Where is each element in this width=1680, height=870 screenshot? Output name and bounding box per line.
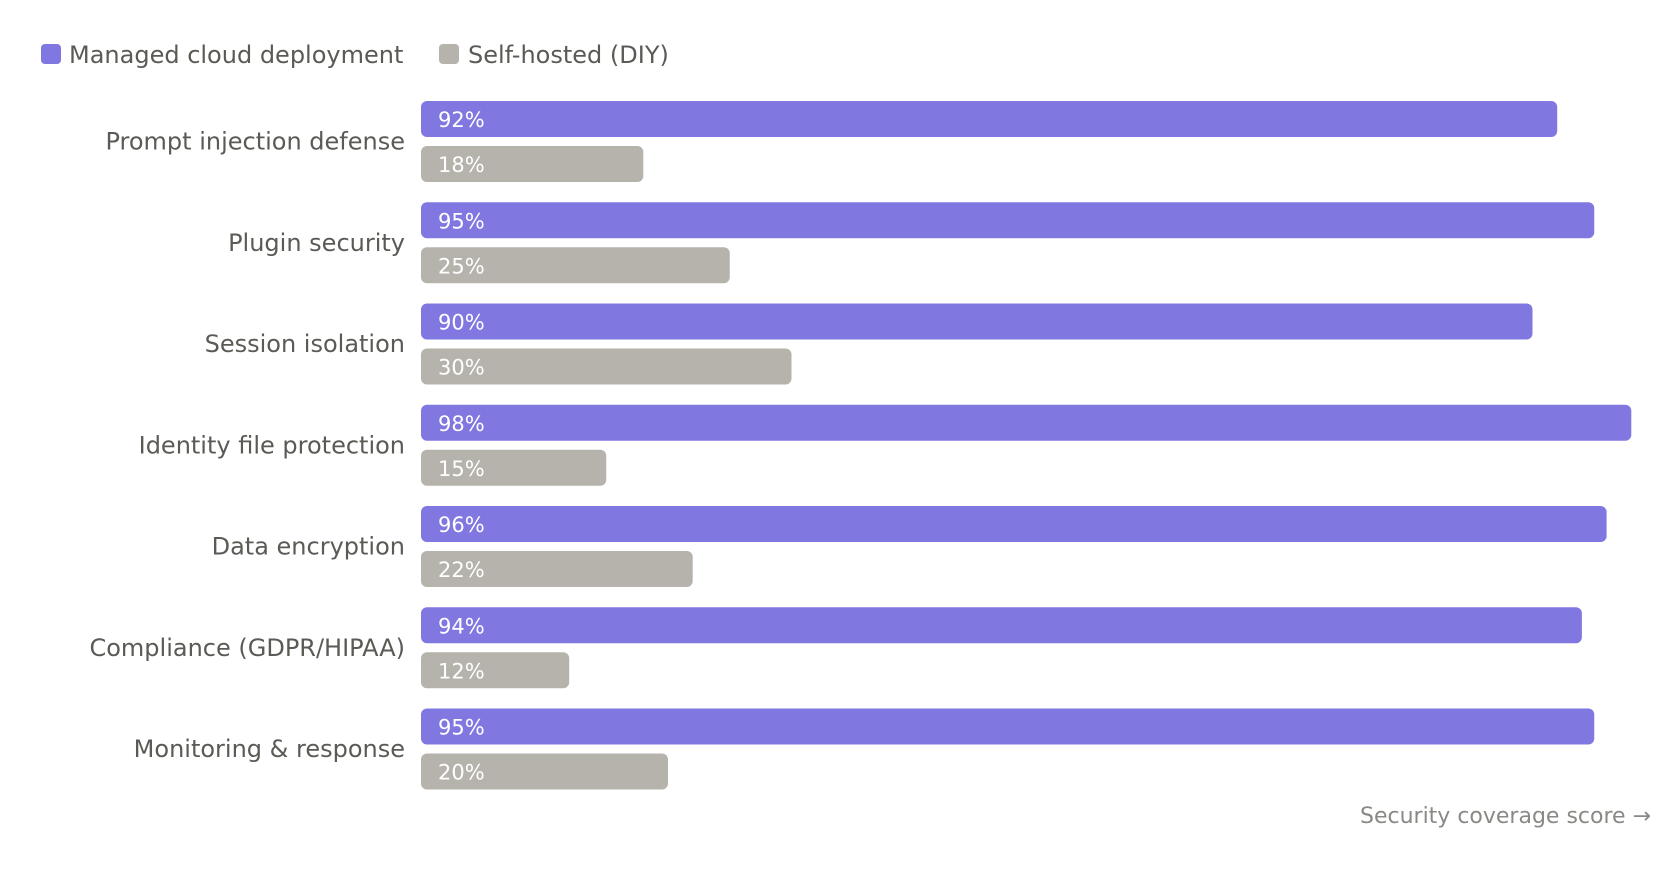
bar-group-compliance-gdpr-hipaa-managed-cloud-deployment: 94% — [421, 607, 1582, 644]
bar-group-plugin-security-managed-cloud-deployment: 95% — [421, 202, 1595, 239]
bars: 92% 18% 95% 25% 90% 30% 98% 15% 96% 22% 94% 12% 95% 2… — [421, 101, 1632, 790]
bar-value-label: 90% — [438, 311, 485, 335]
category-label-compliance-gdpr-hipaa: Compliance (GDPR/HIPAA) — [89, 634, 405, 662]
bar-value-label: 96% — [438, 513, 485, 537]
bar-group-prompt-injection-defense-managed-cloud-deployment: 92% — [421, 101, 1558, 137]
category-labels: Prompt injection defense Plugin security S… — [89, 128, 405, 764]
bar-compliance-gdpr-hipaa-managed-cloud-deployment — [421, 607, 1582, 644]
bar-group-identity-file-protection-managed-cloud-deployment: 98% — [421, 404, 1632, 441]
x-axis-label: Security coverage score → — [1360, 804, 1651, 829]
bar-plugin-security-self-hosted-diy — [421, 247, 730, 284]
category-label-identity-file-protection: Identity file protection — [139, 431, 405, 459]
bar-data-encryption-managed-cloud-deployment — [421, 506, 1607, 542]
bar-identity-file-protection-managed-cloud-deployment — [421, 404, 1632, 441]
legend-label-self-hosted-diy: Self-hosted (DIY) — [468, 41, 669, 69]
bar-value-label: 30% — [438, 356, 485, 380]
category-label-plugin-security: Plugin security — [228, 229, 405, 257]
bar-group-plugin-security-self-hosted-diy: 25% — [421, 247, 730, 284]
bar-session-isolation-managed-cloud-deployment — [421, 303, 1533, 340]
bar-value-label: 98% — [438, 412, 485, 436]
bar-value-label: 94% — [438, 614, 485, 638]
bar-group-session-isolation-self-hosted-diy: 30% — [421, 348, 792, 385]
category-label-session-isolation: Session isolation — [205, 330, 405, 358]
bar-value-label: 95% — [438, 209, 485, 233]
bar-group-data-encryption-self-hosted-diy: 22% — [421, 551, 693, 587]
bar-group-compliance-gdpr-hipaa-self-hosted-diy: 12% — [421, 652, 570, 689]
bar-group-session-isolation-managed-cloud-deployment: 90% — [421, 303, 1533, 340]
bar-prompt-injection-defense-self-hosted-diy — [421, 146, 644, 182]
legend-label-managed-cloud-deployment: Managed cloud deployment — [69, 41, 403, 69]
bar-group-monitoring-response-self-hosted-diy: 20% — [421, 753, 668, 790]
bar-group-monitoring-response-managed-cloud-deployment: 95% — [421, 708, 1595, 745]
bar-value-label: 15% — [438, 457, 485, 481]
bar-monitoring-response-self-hosted-diy — [421, 753, 668, 790]
bar-session-isolation-self-hosted-diy — [421, 348, 792, 385]
bar-plugin-security-managed-cloud-deployment — [421, 202, 1595, 239]
bar-group-identity-file-protection-self-hosted-diy: 15% — [421, 449, 607, 486]
bar-value-label: 92% — [438, 108, 485, 132]
bar-value-label: 18% — [438, 153, 485, 177]
bar-compliance-gdpr-hipaa-self-hosted-diy — [421, 652, 570, 689]
bar-monitoring-response-managed-cloud-deployment — [421, 708, 1595, 745]
bar-value-label: 22% — [438, 558, 485, 582]
bar-group-data-encryption-managed-cloud-deployment: 96% — [421, 506, 1607, 542]
bar-value-label: 95% — [438, 716, 485, 740]
bar-prompt-injection-defense-managed-cloud-deployment — [421, 101, 1558, 137]
bar-group-prompt-injection-defense-self-hosted-diy: 18% — [421, 146, 644, 182]
category-label-monitoring-response: Monitoring & response — [134, 735, 405, 763]
category-label-data-encryption: Data encryption — [212, 533, 405, 561]
bar-data-encryption-self-hosted-diy — [421, 551, 693, 587]
bar-value-label: 20% — [438, 761, 485, 785]
legend: Managed cloud deployment Self-hosted (DIY… — [41, 41, 669, 69]
bar-value-label: 25% — [438, 254, 485, 278]
legend-swatch-self-hosted-diy — [439, 44, 459, 64]
bar-value-label: 12% — [438, 659, 485, 683]
legend-swatch-managed-cloud-deployment — [41, 44, 61, 64]
category-label-prompt-injection-defense: Prompt injection defense — [105, 128, 405, 156]
bar-identity-file-protection-self-hosted-diy — [421, 449, 607, 486]
